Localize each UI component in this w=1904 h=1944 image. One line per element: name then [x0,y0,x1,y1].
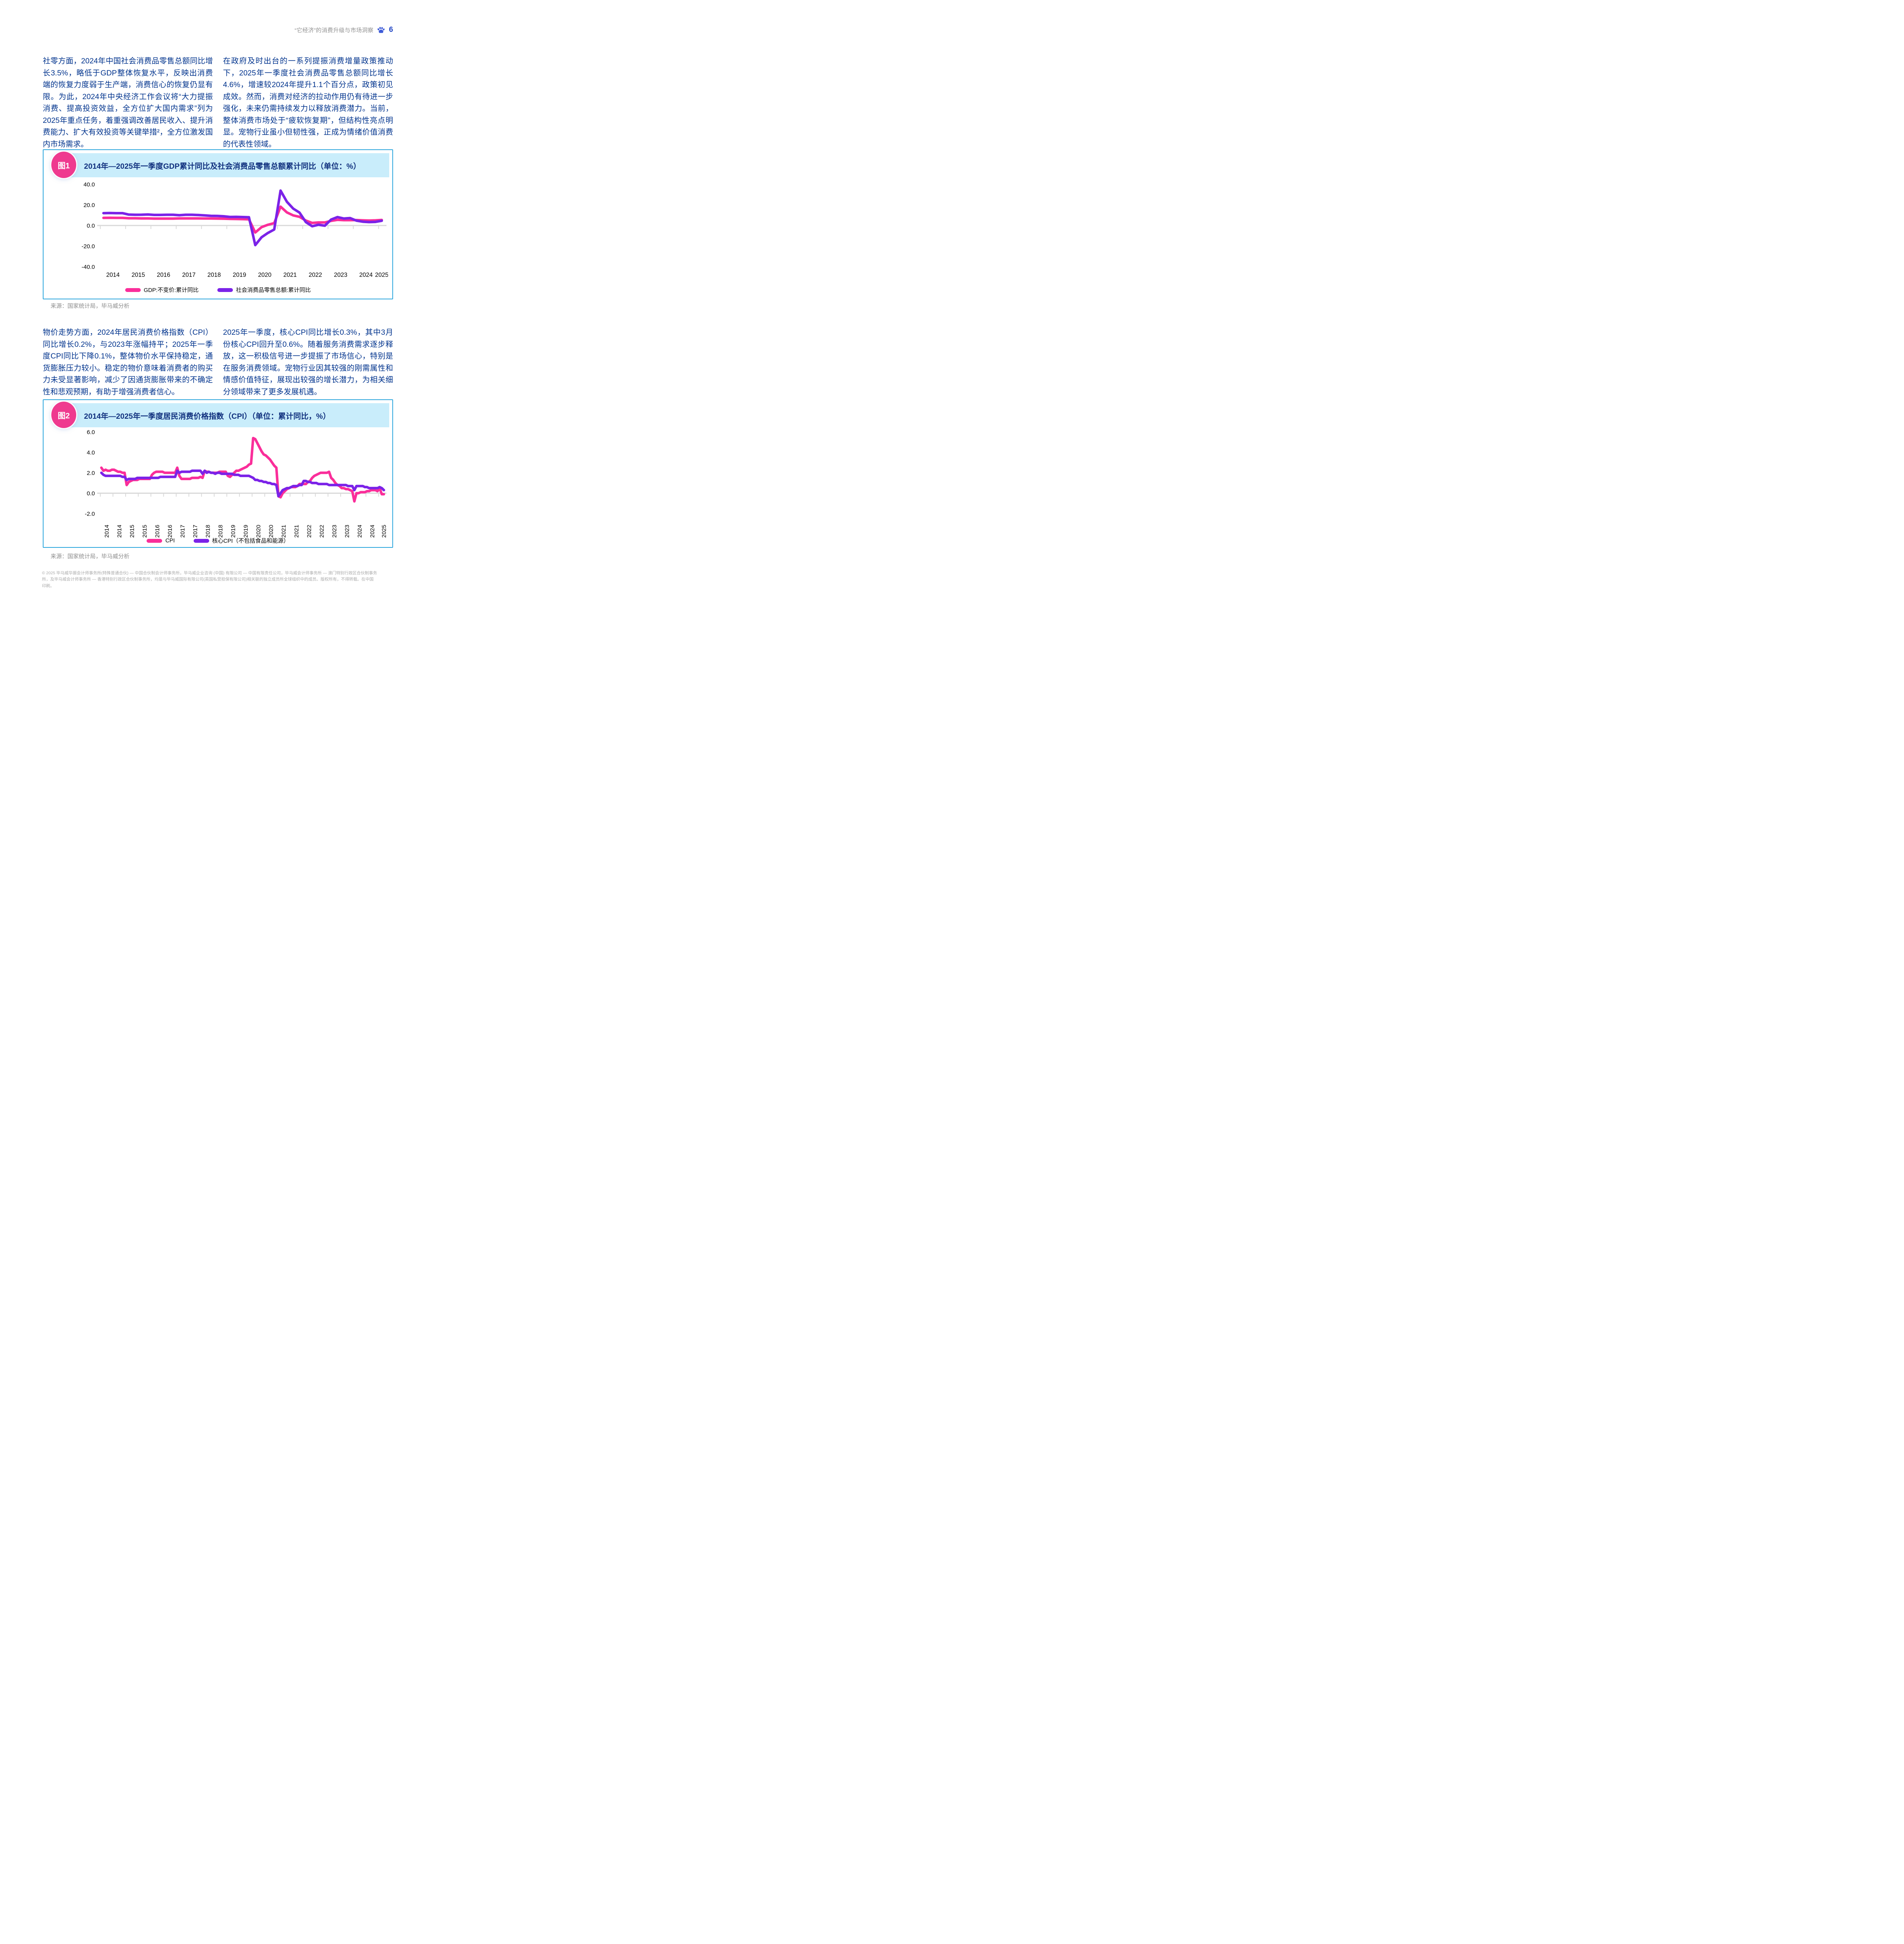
paragraph-retail-left: 社零方面，2024年中国社会消费品零售总额同比增长3.5%，略低于GDP整体恢复… [43,57,213,149]
cpi-line-label: CPI [165,537,175,544]
figure1-badge: 图1 [51,152,76,178]
report-title: “它经济”的消费升级与市场洞察 [294,27,374,34]
svg-text:-20.0: -20.0 [82,243,95,250]
gdp-line-label: GDP:不变价:累计同比 [143,287,199,294]
svg-text:2020: 2020 [258,272,272,278]
svg-text:2021: 2021 [281,525,287,538]
svg-text:2014: 2014 [116,525,123,538]
svg-text:2017: 2017 [182,272,195,278]
paragraph-cpi-left: 物价走势方面，2024年居民消费价格指数（CPI）同比增长0.2%，与2023年… [43,328,213,396]
svg-text:20.0: 20.0 [84,202,95,209]
report-page: { "header": { "title": "“它经济”的消费升级与市场洞察"… [0,0,435,611]
legend-item-gdp: GDP:不变价:累计同比 [125,286,199,294]
svg-text:2023: 2023 [334,272,347,278]
svg-text:0.0: 0.0 [87,490,95,497]
svg-text:4.0: 4.0 [87,449,95,456]
cpi-line-swatch [147,538,163,543]
retail-line-swatch [217,288,233,292]
svg-text:6.0: 6.0 [87,429,95,436]
svg-text:2018: 2018 [205,525,212,538]
gdp-line-swatch [125,288,141,292]
svg-text:2023: 2023 [331,525,338,538]
svg-text:2019: 2019 [230,525,237,538]
figure1-legend: GDP:不变价:累计同比 社会消费品零售总额:累计同比 [44,286,392,294]
figure2-badge: 图2 [51,402,76,428]
legal-footer-line3: 印刷。 [42,583,54,588]
figure1-card: 图1 2014年—2025年一季度GDP累计同比及社会消费品零售总额累计同比（单… [43,149,393,299]
paragraph-cpi-right: 2025年一季度，核心CPI同比增长0.3%，其中3月份核心CPI回升至0.6%… [223,328,393,396]
figure1-source: 来源：国家统计局，毕马威分析 [51,303,129,309]
figure1-title: 2014年—2025年一季度GDP累计同比及社会消费品零售总额累计同比（单位：%… [84,162,361,171]
svg-text:0.0: 0.0 [87,223,95,229]
svg-text:2021: 2021 [283,272,297,278]
paragraph-retail-right: 在政府及时出台的一系列提振消费增量政策推动下，2025年一季度社会消费品零售总额… [223,57,393,149]
svg-text:2025: 2025 [375,272,388,278]
svg-text:2021: 2021 [293,525,300,538]
figure2-line-chart: 6.0 4.0 2.0 0.0 -2.0 2014 2014 2015 2015 2016 2016… [85,429,387,538]
svg-text:2015: 2015 [131,272,145,278]
svg-text:2024: 2024 [357,525,363,538]
legal-footer: © 2025 毕马威华振会计师事务所(特殊普通合伙) — 中国合伙制会计师事务所… [42,570,394,589]
svg-text:2018: 2018 [217,525,224,538]
paw-icon [378,27,385,33]
svg-text:2018: 2018 [208,272,221,278]
legend-item-retail: 社会消费品零售总额:累计同比 [217,286,311,294]
svg-text:2016: 2016 [167,525,173,538]
figure2-source: 来源：国家统计局，毕马威分析 [51,554,129,560]
svg-text:2024: 2024 [369,525,376,538]
page-header: “它经济”的消费升级与市场洞察 6 [295,26,393,34]
svg-text:2019: 2019 [233,272,246,278]
legal-footer-line1: © 2025 毕马威华振会计师事务所(特殊普通合伙) — 中国合伙制会计师事务所… [42,571,377,575]
svg-text:2022: 2022 [318,525,325,538]
svg-text:2014: 2014 [106,272,120,278]
svg-text:2019: 2019 [243,525,249,538]
svg-text:2017: 2017 [179,525,186,538]
core-cpi-line-swatch [193,538,209,543]
figure2-title-band: 2014年—2025年一季度居民消费价格指数（CPI）（单位：累计同比，%） [59,403,389,427]
svg-text:2016: 2016 [157,272,170,278]
svg-text:2022: 2022 [306,525,313,538]
svg-text:2015: 2015 [142,525,148,538]
legend-item-cpi: CPI [147,538,175,544]
svg-text:40.0: 40.0 [84,182,95,188]
svg-text:2020: 2020 [255,525,262,538]
svg-text:2020: 2020 [268,525,274,538]
svg-text:2015: 2015 [129,525,135,538]
figure2-card: 图2 2014年—2025年一季度居民消费价格指数（CPI）（单位：累计同比，%… [43,399,393,548]
text-section-cpi: 物价走势方面，2024年居民消费价格指数（CPI）同比增长0.2%，与2023年… [43,327,393,398]
text-section-retail: 社零方面，2024年中国社会消费品零售总额同比增长3.5%，略低于GDP整体恢复… [43,55,393,150]
figure2-title: 2014年—2025年一季度居民消费价格指数（CPI）（单位：累计同比，%） [84,412,330,421]
figure1-title-band: 2014年—2025年一季度GDP累计同比及社会消费品零售总额累计同比（单位：%… [59,153,389,177]
svg-text:2.0: 2.0 [87,470,95,477]
core-cpi-line-label: 核心CPI（不包括食品和能源） [212,538,289,544]
svg-text:2023: 2023 [344,525,350,538]
svg-text:2022: 2022 [309,272,322,278]
svg-text:2017: 2017 [192,525,199,538]
svg-text:2016: 2016 [154,525,161,538]
svg-text:2014: 2014 [103,525,110,538]
svg-text:-2.0: -2.0 [85,511,95,517]
figure2-legend: CPI 核心CPI（不包括食品和能源） [44,537,392,545]
page-number: 6 [389,26,393,34]
svg-text:-40.0: -40.0 [82,264,95,271]
svg-text:2025: 2025 [381,525,387,538]
legend-item-core-cpi: 核心CPI（不包括食品和能源） [193,537,289,545]
retail-line-label: 社会消费品零售总额:累计同比 [236,287,311,294]
svg-text:2024: 2024 [359,272,373,278]
figure1-line-chart: 40.0 20.0 0.0 -20.0 -40.0 2014 2015 2016 2017 201… [82,182,388,279]
legal-footer-line2: 所，及毕马威会计师事务所 — 香港特别行政区合伙制事务所，均是与毕马威国际有限公… [42,577,374,582]
